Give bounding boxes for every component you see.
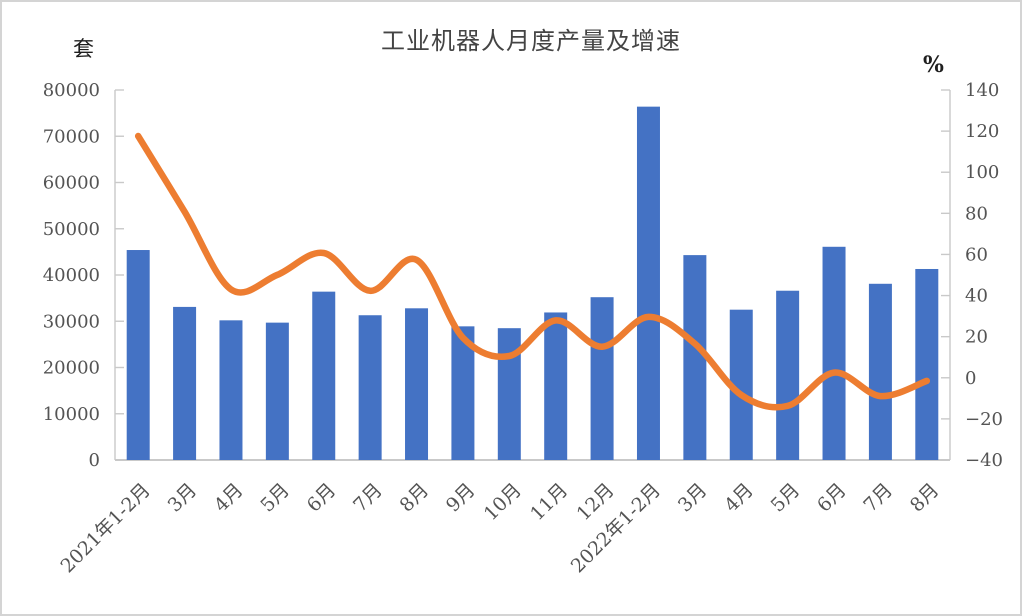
- x-axis-category-label: 4月: [720, 479, 758, 517]
- production-bar: [868, 283, 892, 460]
- x-axis-category-label: 9月: [442, 479, 480, 517]
- x-axis-category-label: 6月: [813, 479, 851, 517]
- x-axis-category-label: 3月: [674, 479, 712, 517]
- x-axis-category-label: 2021年1-2月: [56, 479, 154, 577]
- x-axis-category-label: 7月: [349, 479, 387, 517]
- right-axis-tick-label: 100: [965, 162, 999, 183]
- right-axis-unit-label: %: [923, 52, 944, 78]
- production-bar: [219, 320, 243, 460]
- left-axis-tick-label: 40000: [43, 265, 100, 286]
- production-bar: [636, 106, 660, 461]
- right-axis-tick-label: 20: [965, 327, 988, 348]
- right-axis-tick-label: 0: [965, 368, 976, 389]
- production-bar: [822, 246, 846, 460]
- x-axis-category-label: 8月: [396, 479, 434, 517]
- production-bar: [683, 255, 707, 460]
- left-axis-unit-label: 套: [73, 37, 94, 61]
- production-bar: [173, 306, 197, 460]
- production-bar: [544, 312, 568, 460]
- production-bar: [497, 328, 521, 460]
- production-bar: [590, 297, 614, 460]
- left-axis-tick-label: 70000: [43, 126, 100, 147]
- left-axis-tick-label: 30000: [43, 311, 100, 332]
- right-axis-tick-label: 120: [965, 121, 999, 142]
- left-axis-tick-label: 0: [89, 450, 100, 471]
- production-bar: [405, 308, 429, 460]
- right-axis-tick-label: −40: [965, 450, 1003, 471]
- production-bar: [915, 268, 939, 460]
- x-axis-category-label: 10月: [480, 479, 526, 525]
- right-axis-tick-label: 80: [965, 203, 988, 224]
- x-axis-category-label: 5月: [256, 479, 294, 517]
- production-bar: [729, 309, 753, 460]
- left-axis-tick-label: 60000: [43, 173, 100, 194]
- x-axis-category-label: 3月: [164, 479, 202, 517]
- left-axis-tick-label: 20000: [43, 358, 100, 379]
- x-axis-category-label: 6月: [303, 479, 341, 517]
- left-axis-tick-label: 80000: [43, 80, 100, 101]
- x-axis-category-label: 5月: [767, 479, 805, 517]
- right-axis-tick-label: 40: [965, 286, 988, 307]
- right-axis-tick-label: −20: [965, 409, 1003, 430]
- x-axis-category-label: 4月: [210, 479, 248, 517]
- production-bar: [265, 322, 289, 460]
- chart-title: 工业机器人月度产量及增速: [381, 27, 681, 55]
- production-bar: [358, 315, 382, 460]
- x-axis-category-label: 8月: [906, 479, 944, 517]
- production-bar: [126, 250, 150, 460]
- production-bar: [776, 290, 800, 460]
- x-axis-category-label: 11月: [526, 479, 572, 525]
- x-axis-category-label: 7月: [859, 479, 897, 517]
- production-bar: [451, 326, 475, 460]
- growth-line: [134, 132, 931, 411]
- left-axis-tick-label: 10000: [43, 404, 100, 425]
- left-axis-tick-label: 50000: [43, 219, 100, 240]
- right-axis-tick-label: 60: [965, 244, 988, 265]
- production-bar: [312, 291, 336, 460]
- right-axis-tick-label: 140: [965, 80, 999, 101]
